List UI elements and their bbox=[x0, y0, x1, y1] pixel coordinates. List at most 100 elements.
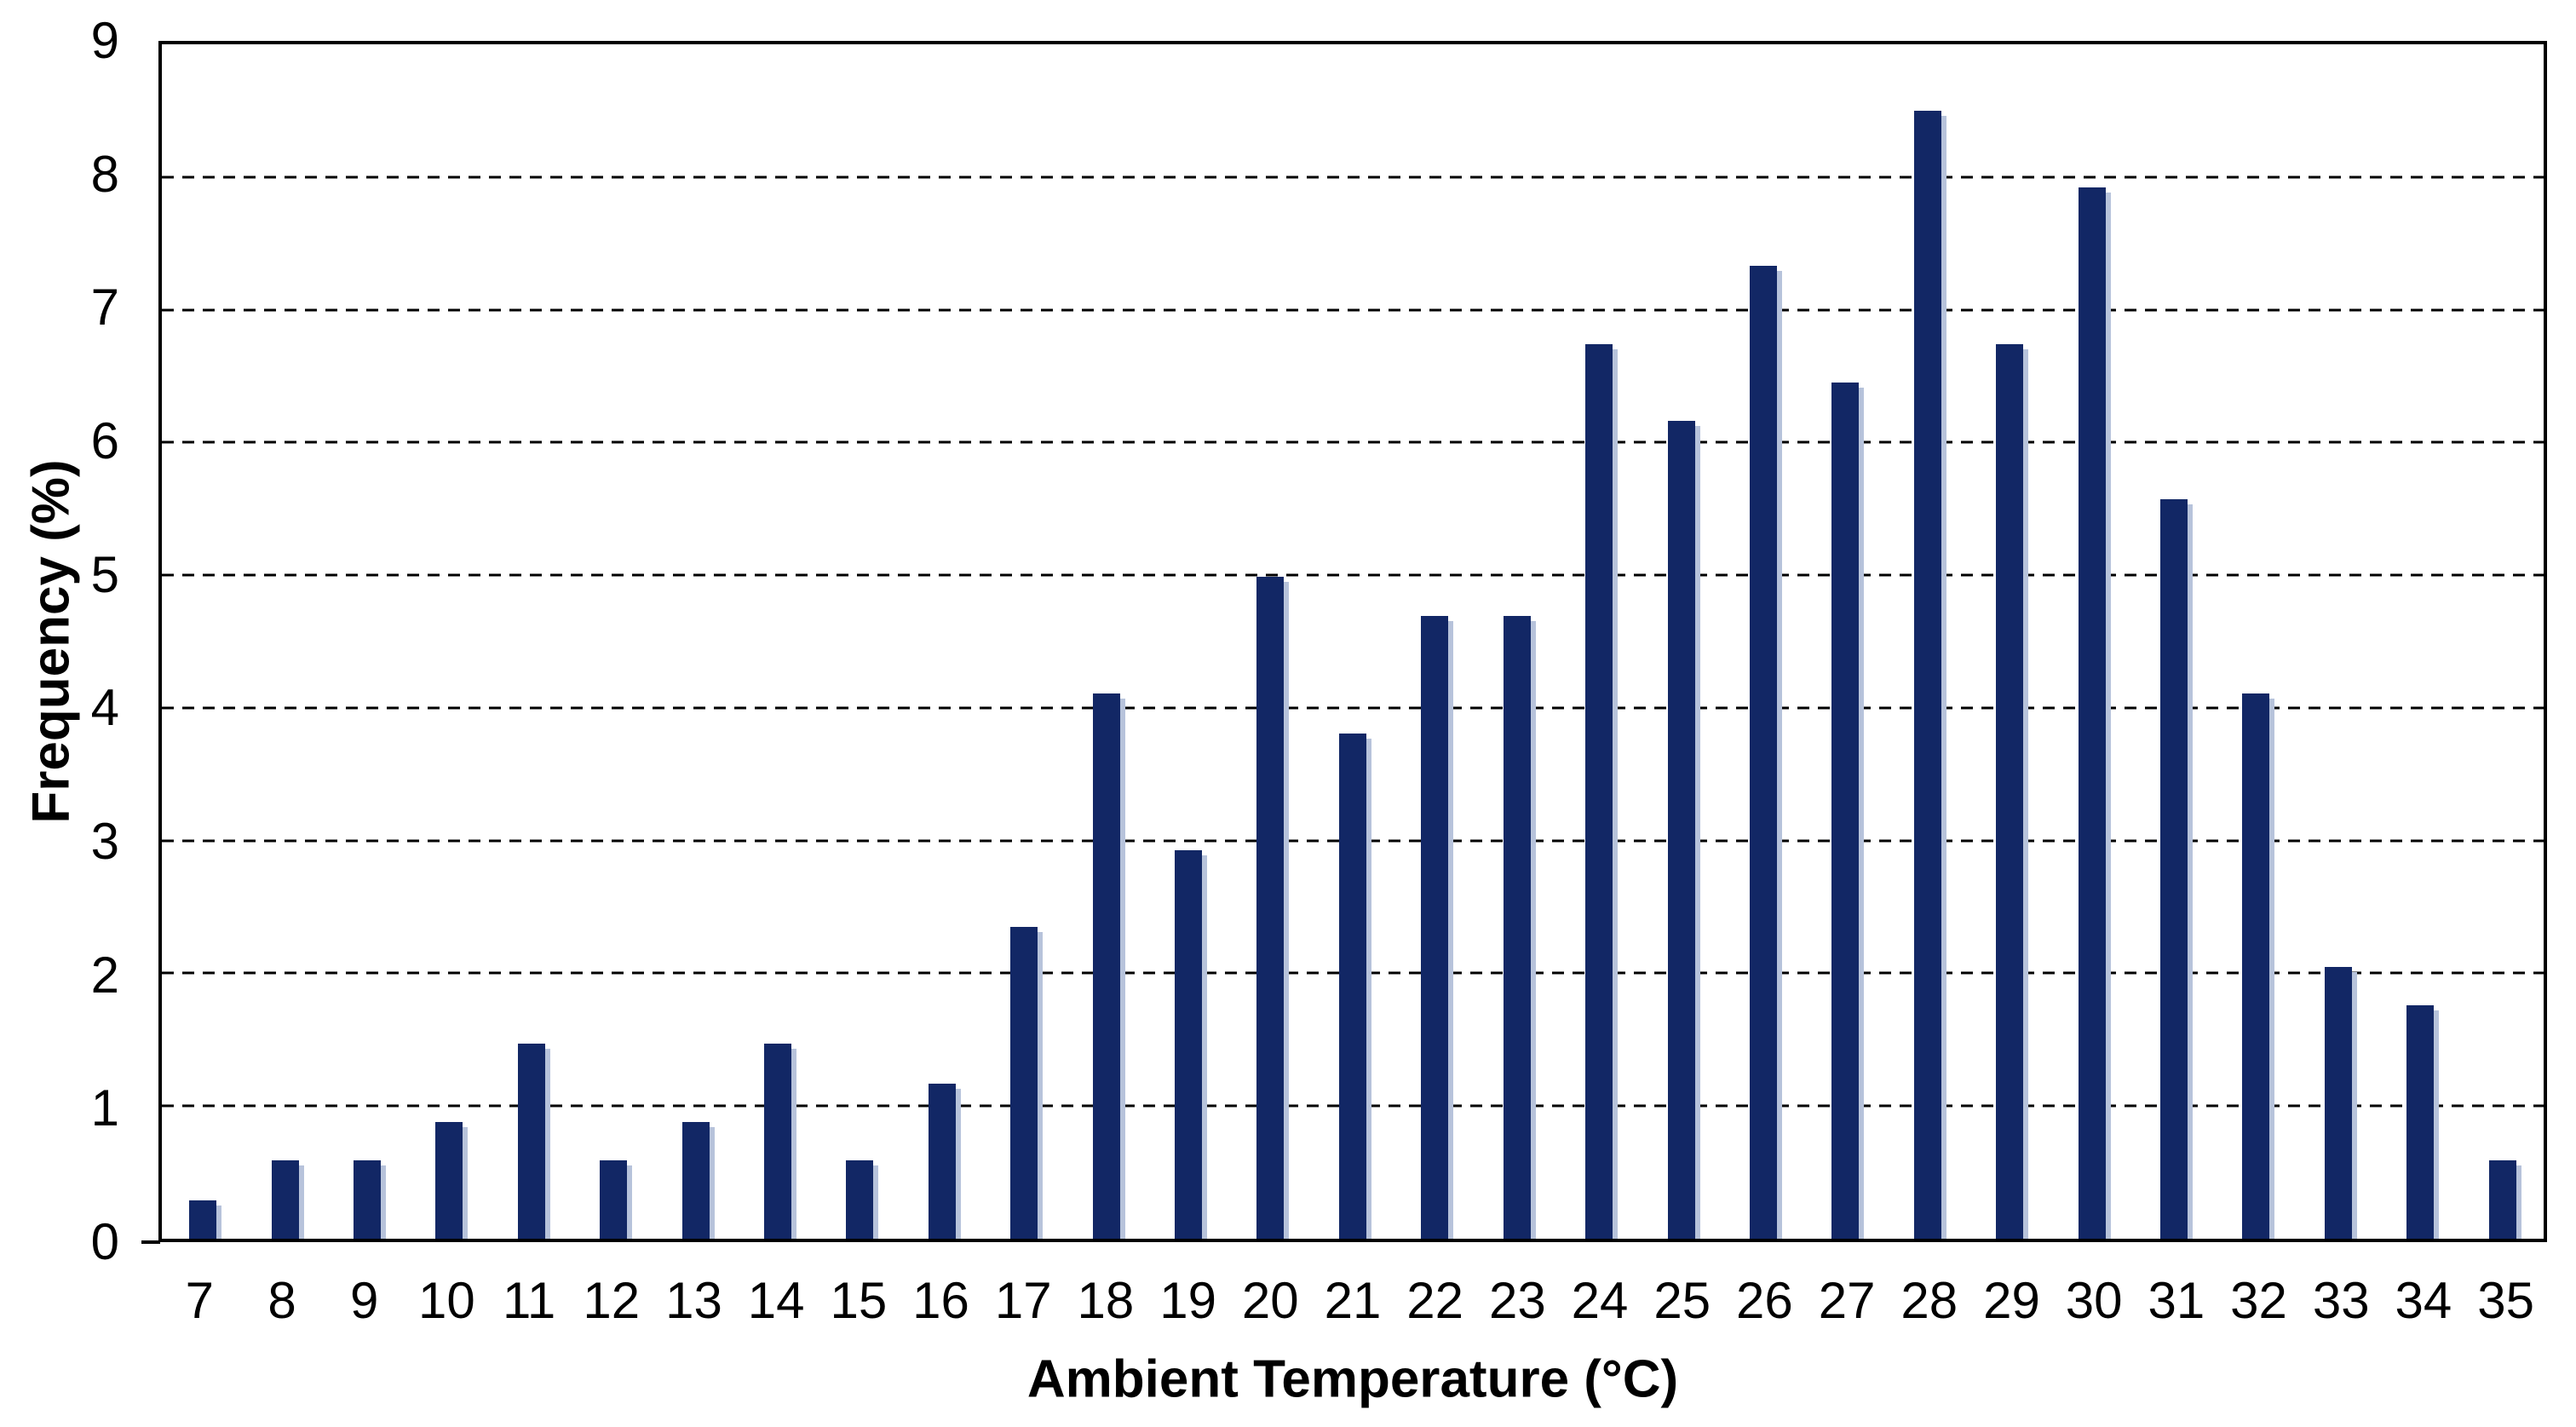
x-tick-label: 30 bbox=[2065, 1272, 2123, 1329]
y-tick-label: 1 bbox=[90, 1079, 119, 1137]
x-tick-label: 26 bbox=[1736, 1272, 1793, 1329]
bar-slot bbox=[1476, 44, 1558, 1239]
bar-24 bbox=[1585, 344, 1619, 1239]
y-tick-label: 2 bbox=[90, 946, 119, 1004]
bar-11 bbox=[517, 1044, 550, 1239]
bar-30 bbox=[2078, 187, 2111, 1239]
x-tick-label: 15 bbox=[830, 1272, 888, 1329]
bar-slot bbox=[1887, 44, 1969, 1239]
x-tick-label: 32 bbox=[2230, 1272, 2287, 1329]
bar-slot bbox=[1229, 44, 1311, 1239]
bar-22 bbox=[1421, 616, 1454, 1239]
bar-15 bbox=[846, 1160, 879, 1239]
x-tick-label: 24 bbox=[1571, 1272, 1629, 1329]
y-tick-label: 8 bbox=[90, 145, 119, 203]
bar-slot bbox=[2133, 44, 2215, 1239]
gridline bbox=[162, 308, 2544, 312]
x-tick-label: 16 bbox=[912, 1272, 969, 1329]
gridline bbox=[162, 440, 2544, 444]
x-tick-label: 7 bbox=[185, 1272, 215, 1329]
bar-slot bbox=[2379, 44, 2461, 1239]
bar-slot bbox=[1558, 44, 1640, 1239]
bar-28 bbox=[1913, 110, 1946, 1239]
x-tick-label: 10 bbox=[418, 1272, 475, 1329]
x-tick-label: 22 bbox=[1406, 1272, 1464, 1329]
bar-34 bbox=[2406, 1004, 2440, 1239]
x-tick-label: 19 bbox=[1159, 1272, 1216, 1329]
y-tick-label: 7 bbox=[90, 279, 119, 337]
y-tick-label: 4 bbox=[90, 679, 119, 737]
bar-slot bbox=[244, 44, 325, 1239]
x-tick-label: 25 bbox=[1653, 1272, 1711, 1329]
gridline bbox=[162, 706, 2544, 710]
bar-slot bbox=[654, 44, 736, 1239]
x-axis-tick-labels: 7 8 9 10 11 12 13 14 15 16 17 18 19 20 21 22 23 24 25 26 27 2… bbox=[158, 1271, 2547, 1331]
gridline bbox=[162, 573, 2544, 577]
bar-12 bbox=[600, 1160, 633, 1239]
bar-slot bbox=[1312, 44, 1394, 1239]
bar-10 bbox=[435, 1121, 469, 1239]
bar-slot bbox=[408, 44, 490, 1239]
bar-slot bbox=[819, 44, 900, 1239]
y-tick-label: 9 bbox=[90, 12, 119, 69]
bar-series bbox=[162, 44, 2544, 1239]
bar-slot bbox=[1065, 44, 1147, 1239]
bar-8 bbox=[271, 1160, 304, 1239]
x-tick-label: 28 bbox=[1900, 1272, 1958, 1329]
bar-27 bbox=[1831, 383, 1865, 1239]
bar-14 bbox=[764, 1044, 797, 1239]
x-tick-label: 8 bbox=[267, 1272, 296, 1329]
bar-35 bbox=[2488, 1160, 2521, 1239]
bar-19 bbox=[1175, 849, 1208, 1239]
bar-23 bbox=[1503, 616, 1536, 1239]
x-tick-label: 23 bbox=[1488, 1272, 1546, 1329]
x-tick-label: 33 bbox=[2312, 1272, 2370, 1329]
x-tick-label: 35 bbox=[2477, 1272, 2534, 1329]
y-tick-label: 5 bbox=[90, 545, 119, 603]
bar-slot bbox=[737, 44, 819, 1239]
bar-16 bbox=[928, 1083, 961, 1239]
x-tick-label: 21 bbox=[1324, 1272, 1382, 1329]
x-tick-label: 18 bbox=[1077, 1272, 1135, 1329]
bar-slot bbox=[1394, 44, 1475, 1239]
bar-25 bbox=[1667, 421, 1700, 1239]
bar-9 bbox=[354, 1160, 387, 1239]
y-tick-label: 0 bbox=[90, 1213, 119, 1270]
y-axis-origin-tick bbox=[141, 1240, 160, 1244]
bar-slot bbox=[2297, 44, 2379, 1239]
x-tick-label: 11 bbox=[502, 1272, 556, 1329]
bar-slot bbox=[2215, 44, 2297, 1239]
bar-slot bbox=[1147, 44, 1229, 1239]
bar-26 bbox=[1749, 266, 1782, 1239]
x-tick-label: 13 bbox=[665, 1272, 722, 1329]
bar-29 bbox=[1996, 344, 2029, 1239]
bar-slot bbox=[901, 44, 983, 1239]
x-tick-label: 31 bbox=[2148, 1272, 2205, 1329]
x-tick-label: 17 bbox=[994, 1272, 1052, 1329]
bar-7 bbox=[189, 1200, 222, 1239]
bar-slot bbox=[1969, 44, 2050, 1239]
x-tick-label: 14 bbox=[747, 1272, 805, 1329]
x-tick-label: 20 bbox=[1241, 1272, 1299, 1329]
bar-31 bbox=[2159, 499, 2193, 1239]
y-axis-title: Frequency (%) bbox=[21, 459, 81, 824]
bar-13 bbox=[681, 1121, 715, 1239]
plot-area bbox=[158, 41, 2547, 1242]
bar-slot bbox=[572, 44, 654, 1239]
bar-21 bbox=[1338, 733, 1371, 1239]
bar-slot bbox=[983, 44, 1065, 1239]
x-tick-label: 34 bbox=[2395, 1272, 2452, 1329]
bar-slot bbox=[2050, 44, 2132, 1239]
x-axis-title: Ambient Temperature (°C) bbox=[1026, 1349, 1679, 1409]
x-tick-label: 9 bbox=[350, 1272, 379, 1329]
bar-slot bbox=[1804, 44, 1886, 1239]
x-tick-label: 27 bbox=[1818, 1272, 1876, 1329]
gridline bbox=[162, 175, 2544, 179]
bar-32 bbox=[2242, 693, 2275, 1239]
bar-17 bbox=[1010, 926, 1044, 1239]
bar-33 bbox=[2324, 966, 2357, 1239]
x-tick-label: 29 bbox=[1983, 1272, 2040, 1329]
bar-20 bbox=[1256, 576, 1290, 1239]
bar-slot bbox=[2461, 44, 2543, 1239]
